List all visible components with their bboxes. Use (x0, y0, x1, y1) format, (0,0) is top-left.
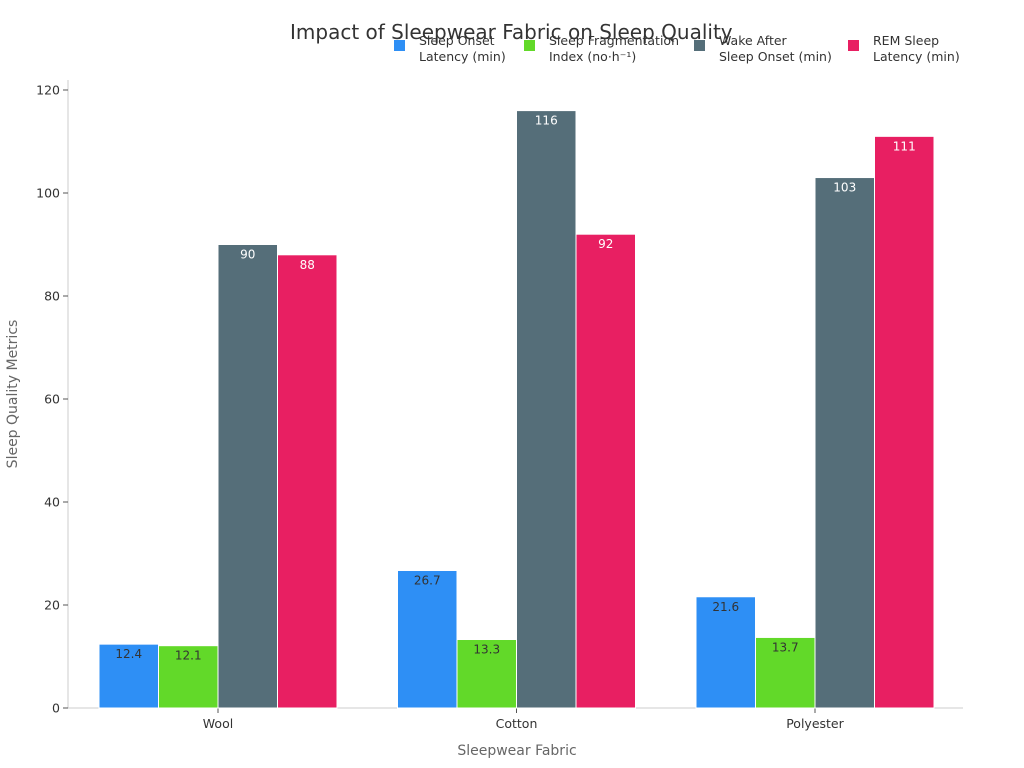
data-label: 26.7 (414, 573, 441, 587)
bar (277, 254, 338, 709)
y-tick-label: 40 (44, 495, 60, 510)
x-tick-label: Cotton (496, 716, 538, 731)
x-axis-label: Sleepwear Fabric (457, 743, 577, 759)
data-label: 12.1 (175, 649, 202, 663)
bar (575, 233, 636, 709)
x-tick-label: Wool (203, 716, 233, 731)
bar (158, 645, 219, 709)
data-label: 13.7 (772, 640, 799, 654)
chart-title: Impact of Sleepwear Fabric on Sleep Qual… (290, 20, 733, 44)
bars (98, 110, 935, 709)
bar (814, 177, 875, 709)
legend-swatch (394, 40, 405, 51)
legend-swatch (848, 40, 859, 51)
bar (98, 643, 159, 709)
legend-label: Wake After Sleep Onset (min) (719, 33, 832, 64)
bar (516, 110, 577, 709)
bar (217, 244, 278, 709)
legend-label: Sleep Onset Latency (min) (419, 33, 506, 64)
legend-swatch (694, 40, 705, 51)
bar-labels: 12.4 26.7 21.6 12.1 13.3 13.7 90 116 103 88 92 111 (115, 114, 915, 663)
y-tick-label: 80 (44, 289, 60, 304)
x-tick-label: Polyester (786, 716, 844, 731)
y-tick-label: 60 (44, 392, 60, 407)
bar (755, 636, 816, 709)
y-tick-label: 20 (44, 598, 60, 613)
legend-label: REM Sleep Latency (min) (873, 33, 960, 64)
legend-swatch (524, 40, 535, 51)
bar (695, 596, 756, 709)
y-tick-label: 100 (36, 186, 60, 201)
y-tick-label: 120 (36, 83, 60, 98)
data-label: 12.4 (115, 647, 142, 661)
data-label: 88 (300, 258, 315, 272)
data-label: 13.3 (473, 643, 500, 657)
data-label: 103 (833, 181, 856, 195)
bar (397, 569, 458, 709)
bar (456, 639, 517, 709)
legend-label: Sleep Fragmentation Index (no·h⁻¹) (549, 33, 680, 64)
data-label: 116 (535, 114, 558, 128)
data-label: 111 (893, 139, 916, 153)
y-tick-label: 0 (52, 701, 60, 716)
data-label: 21.6 (712, 600, 739, 614)
y-axis-label: Sleep Quality Metrics (5, 319, 21, 469)
data-label: 90 (240, 248, 255, 262)
bar (874, 135, 935, 709)
data-label: 92 (598, 237, 613, 251)
